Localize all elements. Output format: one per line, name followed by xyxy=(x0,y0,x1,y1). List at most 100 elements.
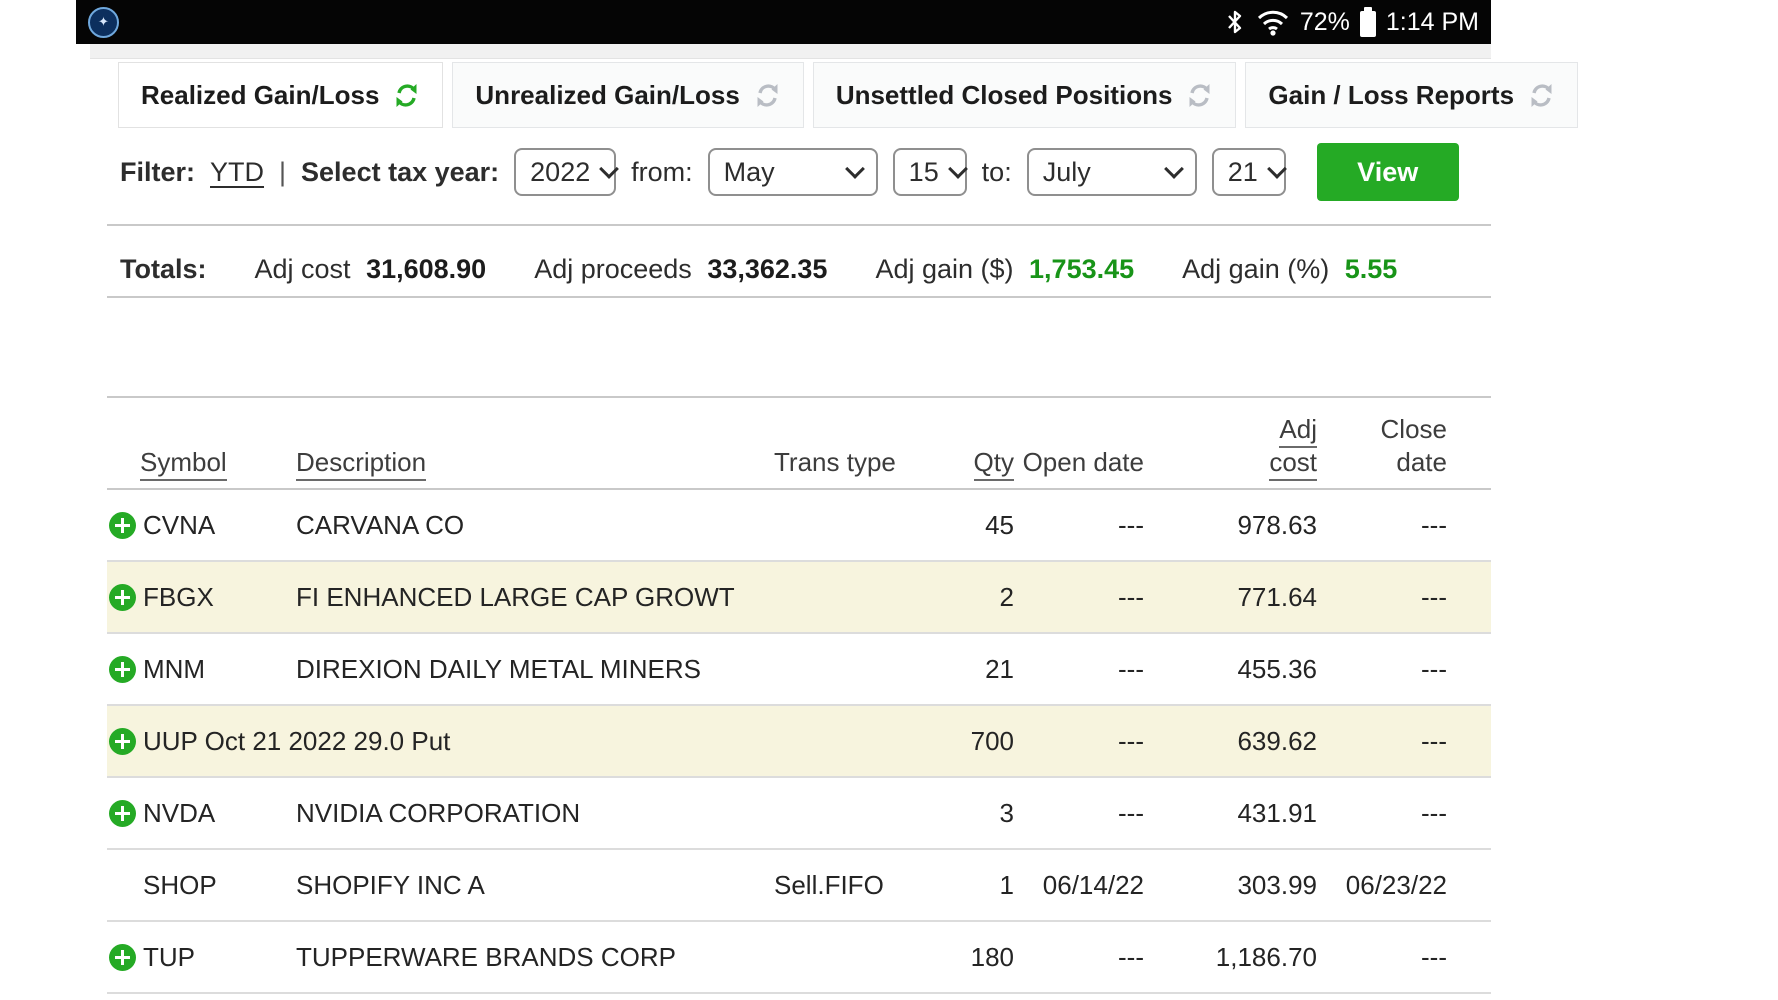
header-strip xyxy=(90,44,1491,59)
qty-cell: 1 xyxy=(999,869,1014,900)
column-header-symbol[interactable]: Symbol xyxy=(107,446,296,481)
open-date-cell: --- xyxy=(1118,509,1144,540)
from-day-select[interactable]: 15 xyxy=(892,148,968,196)
symbol-cell: CVNA xyxy=(107,510,296,541)
tax-year-label: Select tax year: xyxy=(301,156,500,187)
tab-label: Unrealized Gain/Loss xyxy=(475,79,740,110)
close-date-cell: --- xyxy=(1421,941,1447,972)
refresh-icon[interactable] xyxy=(1186,82,1213,109)
close-date-cell: --- xyxy=(1421,581,1447,612)
totals-adj-gain-dollar: Adj gain ($) 1,753.45 xyxy=(875,253,1135,284)
symbol-text: SHOP xyxy=(143,869,217,900)
app-icon: ✦ xyxy=(88,6,119,38)
chevron-down-icon xyxy=(947,159,968,179)
expand-plus-icon[interactable] xyxy=(109,727,136,755)
status-bar: ✦ 72% 1:14 PM xyxy=(76,0,1491,44)
column-header-adj-cost[interactable]: Adj cost xyxy=(1144,413,1317,481)
qty-cell: 180 xyxy=(970,941,1014,972)
close-date-cell: --- xyxy=(1421,797,1447,828)
wifi-icon xyxy=(1257,10,1288,36)
totals-adj-proceeds: Adj proceeds 33,362.35 xyxy=(534,253,828,284)
table-row-mnm[interactable]: MNM DIREXION DAILY METAL MINERS 21 --- 455.3… xyxy=(107,634,1491,706)
adj-cost-cell: 1,186.70 xyxy=(1215,941,1317,972)
symbol-text: FBGX xyxy=(143,581,214,612)
chevron-down-icon xyxy=(599,159,620,179)
tab-realized-gain-loss[interactable]: Realized Gain/Loss xyxy=(118,62,444,128)
adj-cost-cell: 431.91 xyxy=(1237,797,1317,828)
table-body: CVNA CARVANA CO 45 --- 978.63 --- FBGX FI ENHAN… xyxy=(107,490,1491,994)
qty-cell: 45 xyxy=(985,509,1014,540)
symbol-cell: UUP Oct 21 2022 29.0 Put xyxy=(107,726,450,757)
table-row-shop[interactable]: SHOP SHOPIFY INC A Sell.FIFO 1 06/14/22 303.9… xyxy=(107,850,1491,922)
table-row-cvna[interactable]: CVNA CARVANA CO 45 --- 978.63 --- xyxy=(107,490,1491,562)
adj-cost-cell: 639.62 xyxy=(1237,725,1317,756)
expand-plus-icon[interactable] xyxy=(109,799,136,827)
description-cell: SHOPIFY INC A xyxy=(296,869,485,900)
table-header: Symbol Description Trans type Qty Open date A… xyxy=(107,396,1491,490)
qty-cell: 2 xyxy=(999,581,1014,612)
expand-plus-icon[interactable] xyxy=(109,511,136,539)
ytd-link[interactable]: YTD xyxy=(210,156,265,187)
close-date-cell: --- xyxy=(1421,725,1447,756)
symbol-text: UUP Oct 21 2022 29.0 Put xyxy=(143,725,451,756)
to-label: to: xyxy=(981,156,1012,187)
divider xyxy=(107,296,1491,298)
open-date-cell: --- xyxy=(1118,653,1144,684)
table-row-nvda[interactable]: NVDA NVIDIA CORPORATION 3 --- 431.91 --- xyxy=(107,778,1491,850)
open-date-cell: --- xyxy=(1118,797,1144,828)
adj-cost-cell: 303.99 xyxy=(1237,869,1317,900)
tab-label: Unsettled Closed Positions xyxy=(835,79,1173,110)
divider xyxy=(107,224,1491,226)
symbol-cell: FBGX xyxy=(107,582,296,613)
adj-cost-cell: 455.36 xyxy=(1237,653,1317,684)
from-label: from: xyxy=(631,156,693,187)
tab-gain-loss-reports[interactable]: Gain / Loss Reports xyxy=(1245,62,1579,128)
totals-adj-gain-percent: Adj gain (%) 5.55 xyxy=(1182,253,1398,284)
column-header-close-date: Close date xyxy=(1380,414,1447,477)
close-date-cell: --- xyxy=(1421,509,1447,540)
tax-year-select[interactable]: 2022 xyxy=(514,148,620,196)
qty-cell: 3 xyxy=(999,797,1014,828)
table-row-uup[interactable]: UUP Oct 21 2022 29.0 Put 700 --- 639.62 --- xyxy=(107,706,1491,778)
tab-label: Gain / Loss Reports xyxy=(1268,79,1515,110)
totals-bar: Totals: Adj cost 31,608.90 Adj proceeds … xyxy=(120,246,1397,292)
symbol-text: MNM xyxy=(143,653,206,684)
column-header-description[interactable]: Description xyxy=(296,446,774,481)
view-button[interactable]: View xyxy=(1316,143,1459,201)
expand-plus-icon[interactable] xyxy=(109,583,136,611)
to-day-select[interactable]: 21 xyxy=(1211,148,1287,196)
symbol-cell: SHOP xyxy=(107,870,296,901)
symbol-text: TUP xyxy=(143,941,195,972)
bluetooth-icon xyxy=(1227,10,1242,34)
description-cell: FI ENHANCED LARGE CAP GROWT xyxy=(296,581,735,612)
adj-cost-cell: 978.63 xyxy=(1237,509,1317,540)
tax-year-value: 2022 xyxy=(530,156,591,187)
open-date-cell: --- xyxy=(1118,941,1144,972)
to-month-select[interactable]: July xyxy=(1026,148,1197,196)
table-row-tup[interactable]: TUP TUPPERWARE BRANDS CORP 180 --- 1,186.70 -… xyxy=(107,922,1491,994)
open-date-cell: --- xyxy=(1118,725,1144,756)
expand-plus-icon[interactable] xyxy=(109,655,136,683)
tab-unrealized-gain-loss[interactable]: Unrealized Gain/Loss xyxy=(452,62,804,128)
table-row-fbgx[interactable]: FBGX FI ENHANCED LARGE CAP GROWT 2 --- 771.6… xyxy=(107,562,1491,634)
totals-adj-cost: Adj cost 31,608.90 xyxy=(254,253,487,284)
expand-plus-icon[interactable] xyxy=(109,943,136,971)
open-date-cell: --- xyxy=(1118,581,1144,612)
clock: 1:14 PM xyxy=(1385,7,1479,36)
column-header-qty[interactable]: Qty xyxy=(944,446,1014,481)
symbol-cell: NVDA xyxy=(107,798,296,829)
refresh-icon[interactable] xyxy=(1528,82,1555,109)
chevron-down-icon xyxy=(1266,159,1287,179)
tab-unsettled-closed-positions[interactable]: Unsettled Closed Positions xyxy=(812,62,1237,128)
close-date-cell: 06/23/22 xyxy=(1345,869,1447,900)
adj-cost-cell: 771.64 xyxy=(1237,581,1317,612)
column-header-open-date: Open date xyxy=(1022,446,1144,477)
qty-cell: 21 xyxy=(985,653,1014,684)
description-cell: NVIDIA CORPORATION xyxy=(296,797,581,828)
description-cell: TUPPERWARE BRANDS CORP xyxy=(296,941,676,972)
refresh-icon[interactable] xyxy=(393,82,420,109)
from-month-select[interactable]: May xyxy=(707,148,878,196)
symbol-text: CVNA xyxy=(143,509,216,540)
refresh-icon[interactable] xyxy=(754,82,781,109)
